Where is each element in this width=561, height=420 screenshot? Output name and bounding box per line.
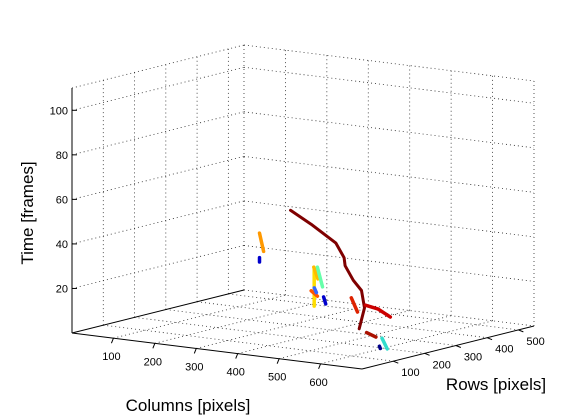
y-tick-label: 200 bbox=[433, 359, 451, 371]
track-series bbox=[321, 295, 328, 306]
grid-line bbox=[243, 245, 535, 282]
y-tick bbox=[393, 360, 399, 364]
x-tick bbox=[152, 343, 156, 349]
grid-line bbox=[243, 155, 535, 193]
track-series bbox=[312, 286, 319, 295]
y-tick bbox=[455, 345, 462, 348]
z-tick-label: 80 bbox=[56, 150, 68, 162]
track-series bbox=[312, 265, 320, 281]
y-tick-label: 400 bbox=[495, 344, 513, 356]
grid-line bbox=[113, 294, 286, 339]
z-tick-label: 60 bbox=[56, 194, 68, 206]
tick-labels: 100 200 300 400 500 600 100 200 300 400 500 20 40 60 8… bbox=[50, 105, 545, 389]
y-tick-label: 100 bbox=[401, 367, 419, 379]
grid-line bbox=[243, 200, 535, 238]
track-series bbox=[257, 231, 266, 254]
y-tick bbox=[518, 329, 524, 333]
grid-line bbox=[320, 320, 493, 365]
grid-edge bbox=[71, 44, 245, 89]
grid-line bbox=[279, 315, 452, 360]
grid-line bbox=[103, 324, 394, 362]
x-tick-label: 200 bbox=[144, 356, 162, 368]
track-series bbox=[377, 344, 383, 351]
grid-line bbox=[71, 111, 245, 156]
track-series bbox=[364, 330, 378, 339]
x-tick-label: 300 bbox=[185, 361, 203, 373]
y-tick bbox=[424, 352, 430, 356]
z-tick-label: 100 bbox=[50, 105, 68, 117]
grid-line bbox=[71, 245, 245, 289]
track-series bbox=[289, 208, 366, 331]
track-series bbox=[363, 303, 393, 319]
axes-box bbox=[71, 88, 535, 370]
x-tick bbox=[235, 353, 239, 359]
x-axis-line bbox=[71, 332, 363, 370]
floor-edge bbox=[71, 289, 245, 334]
grid-line bbox=[154, 299, 327, 344]
z-tick-label: 40 bbox=[56, 239, 68, 251]
tracks bbox=[257, 208, 393, 351]
y-tick bbox=[486, 337, 493, 341]
grid-edge bbox=[243, 44, 535, 82]
x-tick-label: 400 bbox=[227, 367, 245, 379]
track-series bbox=[380, 336, 389, 351]
grid-line bbox=[243, 111, 535, 149]
track-series bbox=[315, 265, 325, 289]
track-series bbox=[309, 289, 320, 298]
grid-line bbox=[228, 293, 519, 331]
x-tick bbox=[276, 358, 280, 364]
z-tick-label: 20 bbox=[56, 283, 68, 295]
y-axis-label: Rows [pixels] bbox=[446, 375, 546, 394]
x-axis-label: Columns [pixels] bbox=[126, 396, 251, 415]
track-series bbox=[349, 296, 360, 314]
grid-line bbox=[243, 66, 535, 104]
grid-line bbox=[71, 155, 245, 200]
grid-edge bbox=[243, 289, 535, 327]
y-axis-line bbox=[361, 325, 535, 370]
x-tick bbox=[110, 337, 114, 344]
grid-line bbox=[165, 309, 456, 346]
z-axis-label: Time [frames] bbox=[18, 161, 37, 264]
y-tick-label: 500 bbox=[526, 336, 544, 348]
x-tick-label: 100 bbox=[102, 351, 120, 363]
grid bbox=[71, 44, 535, 365]
x-tick-label: 600 bbox=[309, 377, 327, 389]
grid-line bbox=[71, 200, 245, 245]
grid-line bbox=[71, 66, 245, 111]
grid-line bbox=[237, 310, 410, 354]
x-tick bbox=[318, 363, 322, 370]
grid-line bbox=[196, 305, 369, 349]
grid-line bbox=[134, 316, 425, 354]
x-tick-label: 500 bbox=[268, 372, 286, 384]
x-tick bbox=[193, 348, 197, 354]
y-tick-label: 300 bbox=[464, 352, 482, 364]
grid-line bbox=[197, 301, 488, 339]
